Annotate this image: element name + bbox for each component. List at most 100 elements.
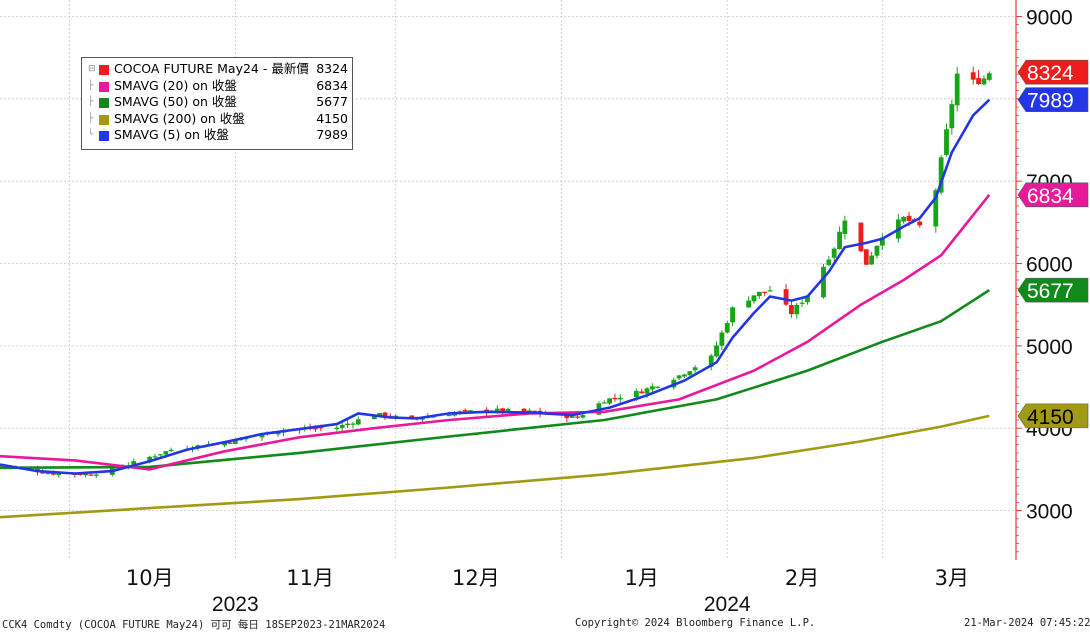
legend-value: 7989 bbox=[316, 127, 348, 142]
candle-body bbox=[783, 289, 789, 305]
legend-label: SMAVG (5) on 收盤 bbox=[114, 127, 229, 142]
candle-body bbox=[45, 472, 51, 475]
candle-body bbox=[350, 423, 356, 425]
candle-body bbox=[639, 391, 645, 394]
legend-row-sma20: ├ SMAVG (20) on 收盤 6834 bbox=[88, 78, 352, 95]
candle-body bbox=[649, 386, 655, 390]
legend-label: SMAVG (50) on 收盤 bbox=[114, 94, 237, 109]
tree-branch-icon: └ bbox=[88, 130, 94, 140]
value-tag-label: 8324 bbox=[1027, 62, 1074, 85]
x-tick-label: 10月 bbox=[126, 566, 174, 590]
candle-body bbox=[799, 302, 805, 304]
value-tag bbox=[1017, 403, 1089, 429]
value-tag bbox=[1017, 87, 1089, 113]
candle-body bbox=[505, 408, 511, 412]
x-tick-label: 12月 bbox=[452, 566, 500, 590]
candle-body bbox=[612, 397, 618, 400]
candle-body bbox=[227, 442, 233, 444]
y-tick-label: 9000 bbox=[1026, 6, 1073, 29]
candle-body bbox=[692, 367, 698, 371]
candle-body bbox=[494, 408, 500, 411]
candle-body bbox=[789, 305, 794, 315]
candle-body bbox=[708, 355, 714, 367]
legend-value: 5677 bbox=[316, 94, 348, 109]
candle-body bbox=[569, 415, 575, 418]
value-tag-label: 6834 bbox=[1027, 185, 1074, 208]
candle-body bbox=[275, 432, 281, 435]
candle-body bbox=[794, 304, 800, 315]
candle-body bbox=[601, 402, 607, 404]
candle-body bbox=[730, 307, 735, 323]
candle-body bbox=[232, 439, 238, 444]
legend-row-sma50: ├ SMAVG (50) on 收盤 5677 bbox=[88, 94, 352, 111]
candle-body bbox=[676, 375, 682, 379]
legend-label: COCOA FUTURE May24 - 最新價 bbox=[114, 61, 309, 76]
candle-body bbox=[869, 255, 875, 265]
candle-body bbox=[842, 220, 848, 234]
candle-body bbox=[88, 474, 94, 476]
candle-body bbox=[714, 345, 719, 357]
candle-body bbox=[382, 412, 388, 417]
candle-body bbox=[633, 390, 639, 398]
candle-body bbox=[756, 291, 762, 297]
candle-body bbox=[682, 374, 687, 377]
candle-body bbox=[580, 415, 586, 418]
candle-body bbox=[986, 73, 992, 80]
candle-body bbox=[954, 73, 960, 106]
candle-body bbox=[805, 295, 810, 303]
candle-body bbox=[746, 300, 752, 308]
legend-value: 4150 bbox=[316, 110, 348, 126]
tree-branch-icon: ├ bbox=[88, 80, 94, 91]
candle-body bbox=[163, 451, 169, 455]
candle-body bbox=[751, 295, 757, 302]
candle-body bbox=[970, 72, 976, 80]
candle-body bbox=[420, 418, 425, 420]
sma-line bbox=[0, 414, 990, 519]
tree-expand-icon[interactable]: ⊟ bbox=[88, 64, 96, 74]
candle-body bbox=[339, 424, 345, 428]
moving-average-layer bbox=[0, 98, 991, 519]
value-tag-label: 5677 bbox=[1027, 280, 1074, 303]
candle-body bbox=[152, 456, 158, 458]
legend-swatch bbox=[99, 114, 109, 125]
candle-body bbox=[93, 474, 99, 476]
legend-row-price: ⊟ COCOA FUTURE May24 - 最新價 8324 bbox=[88, 61, 352, 78]
chart-legend: ⊟ COCOA FUTURE May24 - 最新價 8324 ├ SMAVG … bbox=[81, 57, 353, 150]
candle-body bbox=[762, 291, 768, 293]
candle-body bbox=[532, 410, 538, 412]
legend-row-sma200: ├ SMAVG (200) on 收盤 4150 bbox=[88, 111, 352, 128]
x-tick-label: 11月 bbox=[286, 566, 334, 590]
candle-body bbox=[158, 454, 163, 456]
x-year-label: 2023 bbox=[212, 593, 259, 616]
candle-body bbox=[446, 414, 452, 417]
candle-body bbox=[901, 216, 907, 222]
candle-body bbox=[837, 231, 842, 250]
tree-branch-icon: ├ bbox=[88, 113, 94, 124]
candle-body bbox=[521, 408, 527, 412]
candle-body bbox=[313, 428, 318, 430]
candle-body bbox=[617, 397, 623, 400]
candle-body bbox=[906, 215, 912, 221]
x-tick-label: 2月 bbox=[785, 566, 819, 590]
value-tag bbox=[1017, 59, 1089, 85]
legend-value: 8324 bbox=[316, 61, 348, 76]
candle-body bbox=[949, 104, 955, 129]
candle-body bbox=[259, 434, 265, 438]
value-tag bbox=[1017, 277, 1089, 303]
legend-label: SMAVG (200) on 收盤 bbox=[114, 110, 245, 126]
legend-label: SMAVG (20) on 收盤 bbox=[114, 77, 237, 93]
candle-body bbox=[318, 427, 324, 429]
candle-body bbox=[168, 449, 174, 452]
candle-body bbox=[222, 442, 227, 446]
candle-body bbox=[462, 410, 468, 412]
candle-body bbox=[933, 190, 939, 227]
legend-swatch bbox=[99, 98, 109, 108]
candle-body bbox=[724, 323, 730, 333]
axis-layer: 300040005000600070008000900010月11月12月1月2… bbox=[126, 6, 1073, 616]
candle-body bbox=[879, 237, 885, 246]
candle-body bbox=[468, 410, 473, 412]
candle-body bbox=[655, 386, 661, 388]
candle-body bbox=[938, 157, 944, 193]
candle-body bbox=[147, 456, 153, 463]
footer-ticker-info: CCK4 Comdty (COCOA FUTURE May24) 可可 每日 1… bbox=[2, 619, 386, 631]
